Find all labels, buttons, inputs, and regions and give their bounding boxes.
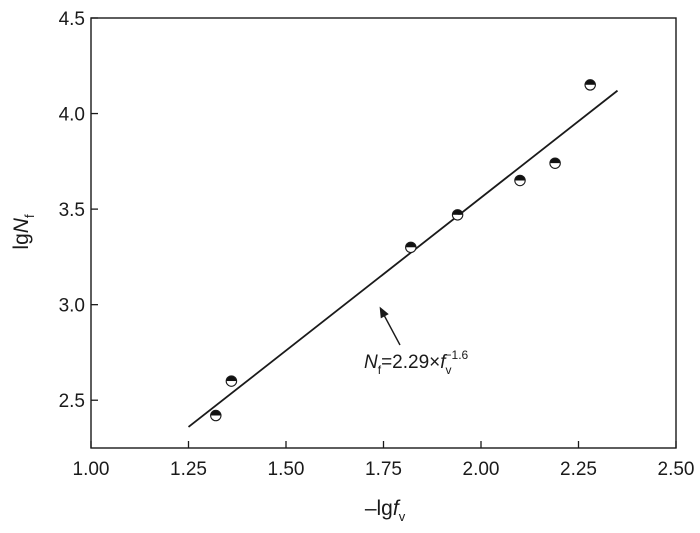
y-tick-label: 4.5 xyxy=(59,9,85,30)
data-point-outline xyxy=(584,79,596,91)
data-point xyxy=(225,375,238,387)
x-tick-label: 1.25 xyxy=(170,459,207,480)
data-points xyxy=(210,79,596,422)
fit-line xyxy=(187,89,619,428)
x-tick-label: 2.25 xyxy=(560,459,597,480)
y-tick-label: 3.0 xyxy=(59,296,85,317)
y-axis-label-sub: f xyxy=(22,214,37,218)
y-tick-label: 2.5 xyxy=(59,391,85,412)
data-point-outline xyxy=(549,157,561,169)
data-point-outline xyxy=(405,241,417,254)
data-point-outline xyxy=(451,209,464,221)
y-tick-label: 4.0 xyxy=(59,105,85,126)
x-tick-label: 1.00 xyxy=(73,459,110,480)
data-point xyxy=(584,79,596,91)
data-point xyxy=(514,174,526,187)
data-point-outline xyxy=(210,409,222,422)
y-axis-ticks: 2.5 3.0 3.5 4.0 4.5 xyxy=(59,9,98,412)
x-axis-label-var: f xyxy=(393,497,401,520)
x-tick-label: 2.00 xyxy=(463,459,500,480)
equation-annotation: Nf=2.29×fv−1.6 xyxy=(364,306,469,377)
equation-exponent: −1.6 xyxy=(445,348,469,362)
y-axis-label-prefix: lg xyxy=(10,233,33,249)
data-point-outline xyxy=(225,375,238,387)
x-axis-label-sub: v xyxy=(399,509,406,524)
equation-var2: f xyxy=(440,352,447,373)
data-point xyxy=(549,157,561,169)
y-axis-label-var: N xyxy=(10,217,33,233)
y-tick-label: 3.5 xyxy=(59,200,85,221)
annotation-arrow-head xyxy=(379,306,389,319)
y-axis-label: lgNf xyxy=(10,214,37,250)
x-axis-label-prefix: –lg xyxy=(365,497,393,520)
equation-var2-sub: v xyxy=(446,363,452,377)
x-tick-label: 1.50 xyxy=(268,459,305,480)
data-point xyxy=(210,409,222,422)
data-point xyxy=(405,241,417,254)
x-tick-label: 2.50 xyxy=(658,459,695,480)
data-point-outline xyxy=(514,174,526,187)
fit-line-group xyxy=(187,89,619,428)
x-tick-label: 1.75 xyxy=(365,459,402,480)
equation-middle: =2.29× xyxy=(381,352,440,373)
equation-label: Nf=2.29×fv−1.6 xyxy=(364,348,469,377)
x-axis-label: –lgfv xyxy=(365,497,406,524)
equation-var: N xyxy=(364,352,378,373)
x-axis-ticks: 1.00 1.25 1.50 1.75 2.00 2.25 2.50 xyxy=(73,441,695,480)
data-point xyxy=(451,209,464,221)
equation-var-sub: f xyxy=(378,363,382,377)
